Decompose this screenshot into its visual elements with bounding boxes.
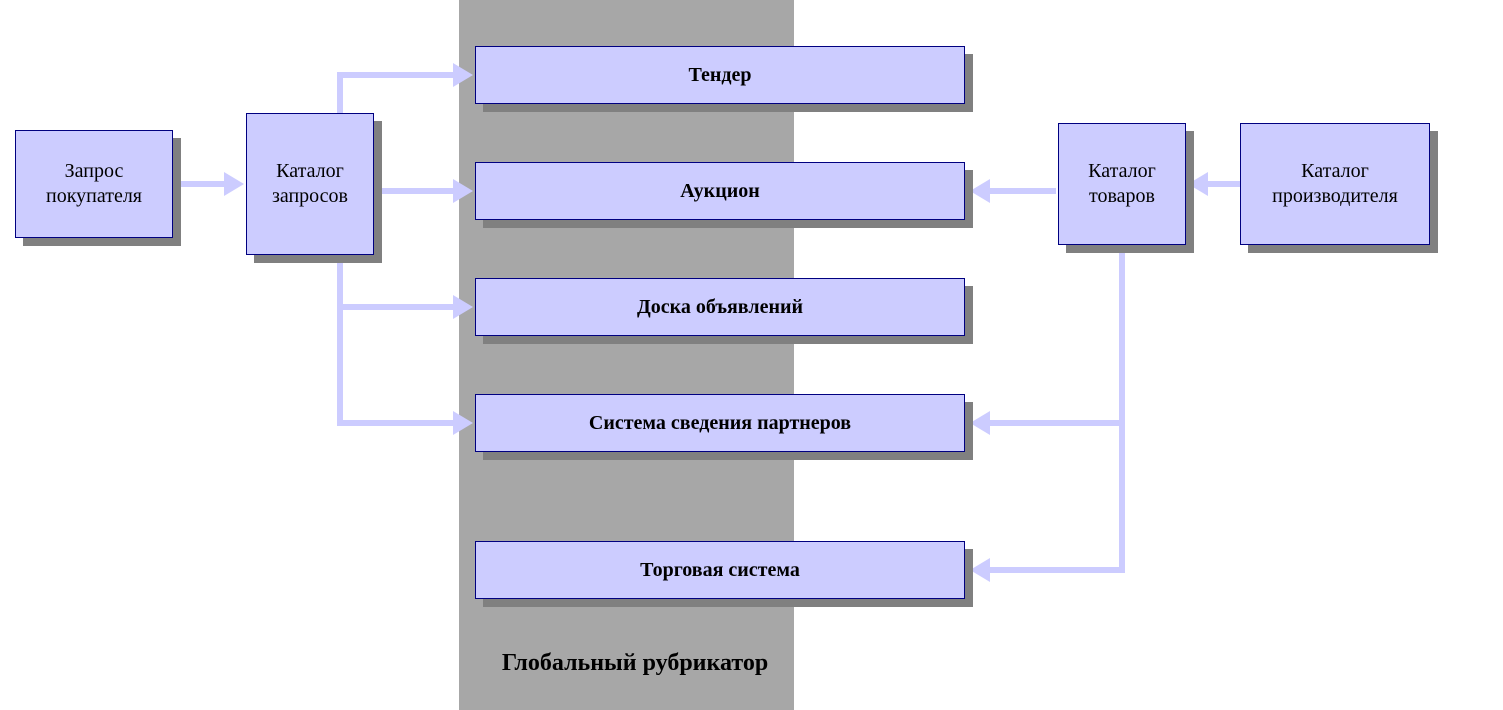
node-label: Запрос покупателя [16,159,172,209]
diagram-canvas: Глобальный рубрикатор Запрос покупателя К… [0,0,1503,710]
node-label: Тендер [688,63,751,88]
node-label: Каталог товаров [1059,159,1185,209]
central-column-label: Глобальный рубрикатор [465,650,805,677]
node-label: Доска объявлений [637,295,803,320]
node-label: Каталог запросов [247,159,373,209]
node-request_catalog: Каталог запросов [246,113,374,255]
bar-tender: Тендер [475,46,965,104]
bar-partner_matching: Система сведения партнеров [475,394,965,452]
node-buyer_request: Запрос покупателя [15,130,173,238]
bar-trading_system: Торговая система [475,541,965,599]
node-goods_catalog: Каталог товаров [1058,123,1186,245]
node-producer_catalog: Каталог производителя [1240,123,1430,245]
bar-auction: Аукцион [475,162,965,220]
node-label: Торговая система [640,558,800,583]
bar-bulletin: Доска объявлений [475,278,965,336]
node-label: Система сведения партнеров [589,411,851,436]
node-label: Каталог производителя [1241,159,1429,209]
node-label: Аукцион [680,179,760,204]
